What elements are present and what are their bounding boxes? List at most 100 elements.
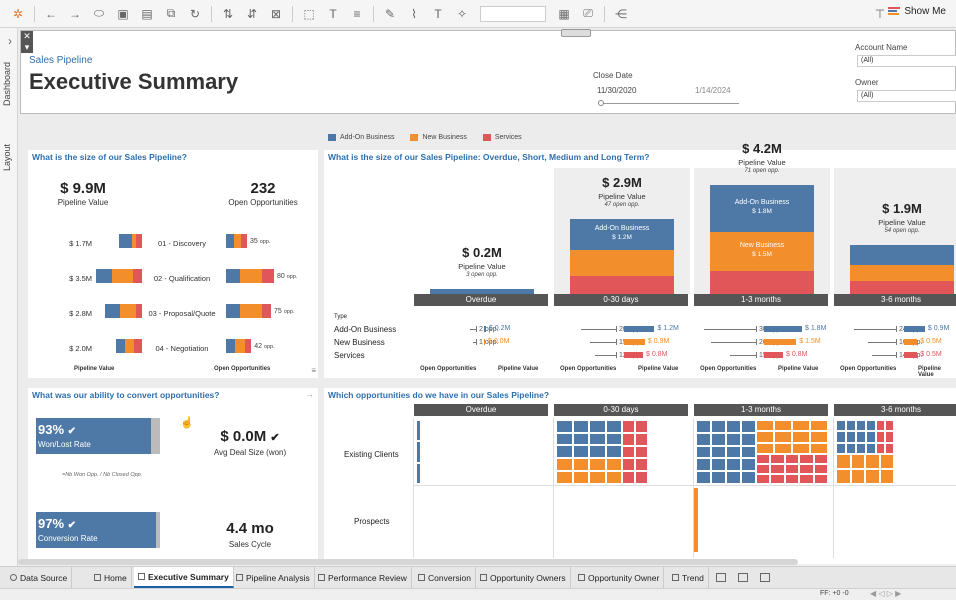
value-bar[interactable] xyxy=(624,339,645,345)
treemap-tile[interactable] xyxy=(605,445,622,458)
treemap-tile[interactable] xyxy=(605,471,622,484)
term-bar-segment[interactable] xyxy=(850,244,954,266)
treemap-tile[interactable] xyxy=(741,445,756,459)
treemap-tile[interactable] xyxy=(784,474,800,484)
value-bar-segment[interactable] xyxy=(96,269,113,283)
treemap-tile[interactable] xyxy=(756,442,774,454)
treemap-tile[interactable] xyxy=(856,431,866,443)
value-bar-segment[interactable] xyxy=(132,269,142,283)
opps-bar-segment[interactable] xyxy=(262,304,271,318)
value-bar-segment[interactable] xyxy=(119,304,137,318)
treemap-tile[interactable] xyxy=(605,458,622,471)
treemap-tile[interactable] xyxy=(792,442,810,454)
pin-icon[interactable]: ✧ xyxy=(456,6,468,21)
treemap-tile[interactable] xyxy=(799,474,814,484)
treemap-tile[interactable] xyxy=(774,431,792,443)
value-bar-segment[interactable] xyxy=(115,339,125,353)
treemap-tile[interactable] xyxy=(556,445,573,458)
treemap-tile[interactable] xyxy=(589,445,606,458)
stage-row[interactable]: $ 3.5M 02 - Qualification 80 opp. xyxy=(28,269,318,289)
treemap-tile[interactable] xyxy=(589,420,606,433)
sheet-tab[interactable]: Home xyxy=(90,567,132,588)
treemap-tile[interactable] xyxy=(711,471,726,484)
group-icon[interactable]: ⬚ xyxy=(303,6,315,21)
opps-line[interactable] xyxy=(581,329,616,330)
nav-arrows-icon[interactable]: ◀ ◁ ▷ ▶ xyxy=(870,589,902,598)
treemap-tile[interactable] xyxy=(556,458,573,471)
treemap-tile[interactable] xyxy=(416,441,421,463)
treemap-tile[interactable] xyxy=(876,442,885,454)
term-bar-segment[interactable] xyxy=(850,265,954,281)
term-bar-segment[interactable] xyxy=(850,281,954,294)
treemap-tile[interactable] xyxy=(885,431,894,443)
opps-bar-segment[interactable] xyxy=(240,234,247,248)
opps-bar-segment[interactable] xyxy=(226,269,241,283)
sort-icon[interactable]: ⇵ xyxy=(246,6,258,21)
sheet-tab[interactable]: Opportunity Owners xyxy=(476,567,571,588)
treemap-tile[interactable] xyxy=(770,454,785,464)
bucket-header[interactable]: Overdue xyxy=(414,294,548,306)
duplicate-icon[interactable]: ⧉ xyxy=(166,6,176,20)
treemap-tile[interactable] xyxy=(572,420,589,433)
highlight-icon[interactable]: ✎ xyxy=(384,6,396,21)
treemap-tile[interactable] xyxy=(589,432,606,446)
opps-bar-segment[interactable] xyxy=(234,234,241,248)
treemap-column-header[interactable]: 1-3 months xyxy=(694,404,828,416)
treemap-tile[interactable] xyxy=(726,432,741,446)
clear-sheet-icon[interactable]: ⊠ xyxy=(270,6,282,21)
opps-bar-segment[interactable] xyxy=(262,269,274,283)
opps-bar-segment[interactable] xyxy=(239,304,262,318)
value-bar-segment[interactable] xyxy=(131,234,137,248)
treemap-tile[interactable] xyxy=(756,420,774,432)
treemap-tile[interactable] xyxy=(726,458,741,472)
treemap-tile[interactable] xyxy=(866,420,876,432)
treemap-tile[interactable] xyxy=(572,432,589,446)
treemap-tile[interactable] xyxy=(741,420,756,433)
treemap-tile[interactable] xyxy=(792,420,810,432)
share-icon[interactable]: ⋲ xyxy=(615,6,627,21)
treemap-tile[interactable] xyxy=(572,458,589,471)
treemap-tile[interactable] xyxy=(741,458,756,472)
opps-line[interactable] xyxy=(589,342,616,343)
horizontal-scrollbar[interactable] xyxy=(18,559,798,565)
treemap-tile[interactable] xyxy=(865,454,880,469)
treemap-tile[interactable] xyxy=(416,420,421,442)
treemap-tile[interactable] xyxy=(792,431,810,443)
treemap-tile[interactable] xyxy=(774,420,792,432)
value-bar-segment[interactable] xyxy=(136,234,142,248)
sheet-tab[interactable]: Conversion xyxy=(414,567,476,588)
paint-icon[interactable]: ⊤ xyxy=(874,6,886,21)
treemap-tile[interactable] xyxy=(756,464,771,474)
treemap-tile[interactable] xyxy=(726,420,741,433)
value-bar-segment[interactable] xyxy=(112,269,133,283)
opps-line[interactable] xyxy=(710,342,756,343)
new-worksheet-icon[interactable]: ▤ xyxy=(141,6,153,21)
treemap-tile[interactable] xyxy=(810,442,828,454)
back-icon[interactable]: ← xyxy=(45,6,57,21)
attach-icon[interactable]: ⌇ xyxy=(411,6,417,21)
treemap-tile[interactable] xyxy=(756,454,771,464)
value-bar-segment[interactable] xyxy=(124,339,135,353)
treemap-tile[interactable] xyxy=(635,458,648,472)
treemap-tile[interactable] xyxy=(556,432,573,446)
treemap-tile[interactable] xyxy=(572,445,589,458)
treemap-tile[interactable] xyxy=(876,431,885,443)
treemap-tile[interactable] xyxy=(696,420,711,433)
treemap-tile[interactable] xyxy=(774,442,792,454)
treemap-tile[interactable] xyxy=(711,445,726,459)
tableau-logo-icon[interactable]: ✲ xyxy=(12,6,24,21)
treemap-tile[interactable] xyxy=(850,454,865,469)
opps-line[interactable] xyxy=(871,355,896,356)
treemap-tile[interactable] xyxy=(866,431,876,443)
value-bar[interactable] xyxy=(904,326,925,332)
treemap-tile[interactable] xyxy=(813,464,828,474)
treemap-tile[interactable] xyxy=(726,471,741,484)
treemap-tile[interactable] xyxy=(856,420,866,432)
treemap-tile[interactable] xyxy=(846,420,856,432)
conversion-bar[interactable]: 97% ✔ Conversion Rate xyxy=(36,512,157,548)
treemap-tile[interactable] xyxy=(622,471,635,484)
value-bar-segment[interactable] xyxy=(136,304,142,318)
treemap-tile[interactable] xyxy=(836,454,851,469)
value-bar[interactable] xyxy=(624,352,643,358)
legend-item[interactable]: Services xyxy=(482,134,522,141)
